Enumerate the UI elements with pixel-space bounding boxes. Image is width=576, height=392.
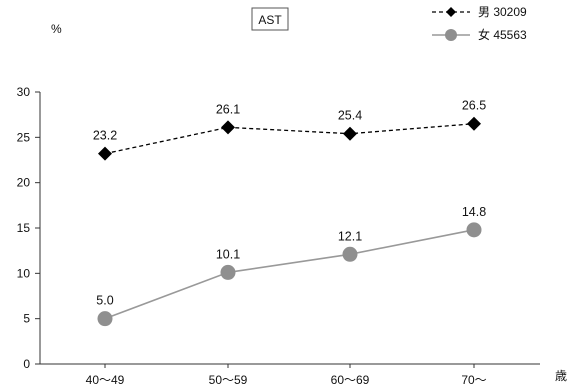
data-point — [466, 222, 482, 238]
chart-title-box: AST — [251, 7, 289, 31]
y-tick-label: 20 — [17, 176, 31, 190]
legend-item: 男 30209 — [432, 5, 527, 19]
data-point — [98, 146, 112, 161]
x-tick-label: 50〜59 — [209, 373, 248, 387]
series-layer: 23.2 26.1 25.4 26.5 5.0 10.1 12.1 14.8 — [93, 99, 486, 327]
legend-marker — [445, 29, 457, 41]
y-tick-label: 0 — [23, 357, 30, 371]
data-label: 5.0 — [96, 294, 113, 308]
chart-title: AST — [258, 13, 282, 27]
data-point — [467, 116, 481, 131]
data-point — [97, 311, 113, 327]
data-label: 25.4 — [338, 109, 362, 123]
x-tick-label: 40〜49 — [86, 373, 125, 387]
x-axis-unit: 歳 — [555, 369, 567, 383]
data-point — [221, 120, 235, 135]
legend-label: 男 30209 — [478, 5, 527, 19]
y-axis-unit: % — [51, 22, 62, 36]
series-male: 23.2 26.1 25.4 26.5 — [93, 99, 486, 161]
legend-label: 女 45563 — [478, 27, 527, 42]
axes: 0 5 10 15 20 25 30 40〜49 50〜59 60〜69 70〜 — [17, 85, 540, 387]
series-line — [104, 123, 475, 155]
legend-marker — [446, 7, 456, 17]
y-tick-label: 25 — [17, 130, 31, 144]
data-point — [343, 126, 357, 141]
data-label: 14.8 — [462, 205, 486, 219]
data-point — [342, 246, 358, 262]
data-label: 12.1 — [338, 229, 362, 243]
data-label: 10.1 — [216, 247, 240, 261]
data-label: 26.5 — [462, 99, 486, 113]
data-label: 26.1 — [216, 102, 240, 116]
series-line — [104, 229, 475, 320]
series-female: 5.0 10.1 12.1 14.8 — [96, 205, 486, 327]
data-label: 23.2 — [93, 129, 117, 143]
legend: 男 30209 女 45563 — [432, 5, 527, 42]
y-tick-label: 10 — [17, 266, 31, 280]
data-point — [220, 264, 236, 280]
y-tick-label: 30 — [17, 85, 31, 99]
y-tick-label: 15 — [17, 221, 31, 235]
y-tick-label: 5 — [23, 312, 30, 326]
x-tick-label: 60〜69 — [331, 373, 370, 387]
chart-title-border — [251, 7, 289, 31]
x-tick-label: 70〜 — [461, 373, 486, 387]
legend-item: 女 45563 — [432, 27, 527, 42]
